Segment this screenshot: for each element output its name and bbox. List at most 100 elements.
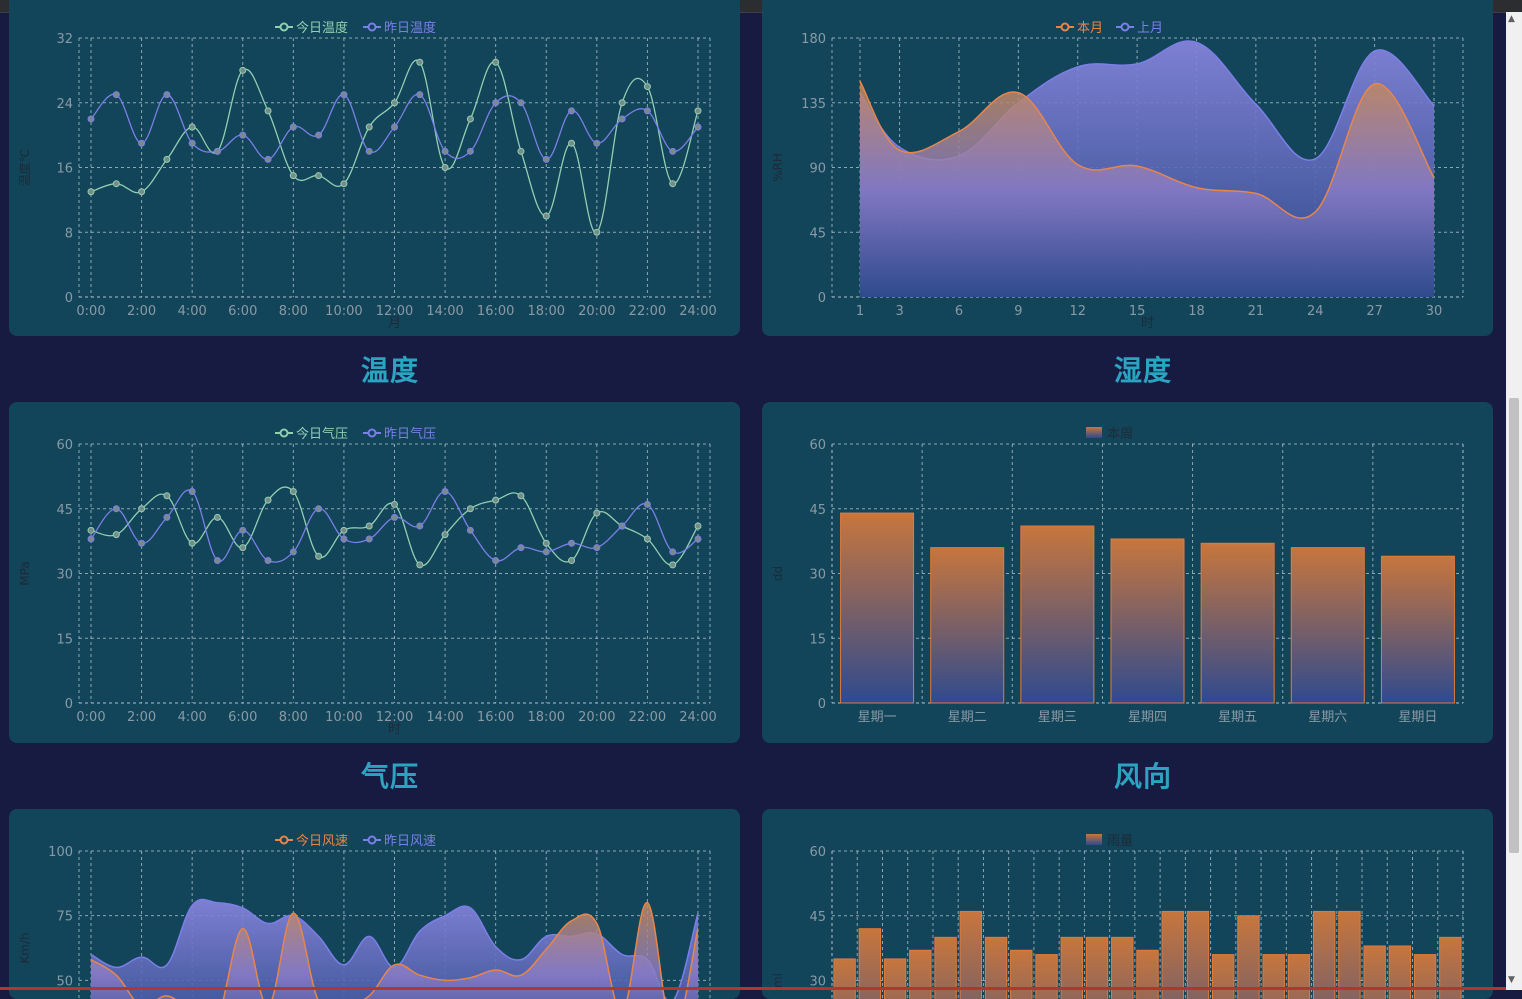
bar bbox=[1388, 945, 1412, 999]
legend-label: 今日温度 bbox=[296, 20, 348, 36]
bar bbox=[833, 958, 856, 999]
scroll-down-arrow-icon[interactable]: ▼ bbox=[1508, 975, 1515, 985]
data-point bbox=[593, 228, 601, 236]
scrollbar-thumb[interactable] bbox=[1509, 398, 1519, 853]
y-tick-label: 16 bbox=[56, 162, 73, 177]
y-tick-label: 30 bbox=[56, 568, 73, 583]
y-tick-label: 30 bbox=[809, 975, 826, 990]
humidity-chart: 0 45 90 135 180 %RH 1 3 6 9 12 15 18 21 24 27 30 时 本月 上月 bbox=[771, 21, 1464, 331]
data-point bbox=[365, 123, 373, 131]
wind-speed-chart: 50 75 100 Km/h 今日风速 昨日风速 bbox=[18, 833, 711, 999]
bar bbox=[858, 928, 882, 999]
data-point bbox=[568, 139, 576, 147]
legend-marker bbox=[279, 835, 289, 845]
data-point bbox=[593, 509, 601, 517]
x-tick-label: 16:00 bbox=[477, 710, 514, 725]
data-point bbox=[112, 180, 120, 188]
data-point bbox=[568, 539, 576, 547]
x-tick-label: 24:00 bbox=[679, 710, 716, 725]
x-tick-label: 星期六 bbox=[1308, 710, 1347, 725]
data-point bbox=[315, 552, 323, 560]
scroll-up-arrow-icon[interactable]: ▲ bbox=[1508, 14, 1515, 24]
legend-label: 昨日风速 bbox=[384, 834, 436, 849]
x-tick-label: 16:00 bbox=[477, 304, 514, 319]
y-tick-label: 30 bbox=[809, 568, 826, 583]
x-tick-label: 10:00 bbox=[325, 710, 362, 725]
legend-label: 上月 bbox=[1137, 21, 1163, 36]
wind-direction-chart-panel: 0 15 30 45 60 dd 星期一 星期二 星期三 星期四 星期五 星期六 星期日 本周 bbox=[762, 402, 1493, 743]
legend-marker bbox=[367, 835, 377, 845]
data-point bbox=[365, 147, 373, 155]
data-point bbox=[264, 496, 272, 504]
y-tick-label: 100 bbox=[48, 845, 73, 860]
x-tick-label: 6 bbox=[955, 304, 963, 319]
data-point bbox=[466, 147, 474, 155]
data-point bbox=[112, 531, 120, 539]
data-point bbox=[289, 123, 297, 131]
legend-marker bbox=[1060, 22, 1070, 32]
x-tick-label: 0:00 bbox=[76, 710, 105, 725]
data-point bbox=[643, 500, 651, 508]
data-point bbox=[517, 147, 525, 155]
data-point bbox=[669, 180, 677, 188]
bar bbox=[1363, 945, 1386, 999]
bar bbox=[1110, 538, 1185, 704]
legend-label: 昨日气压 bbox=[384, 426, 436, 442]
x-tick-label: 24:00 bbox=[679, 304, 716, 319]
legend-label: 雨量 bbox=[1107, 834, 1133, 849]
data-point bbox=[163, 492, 171, 500]
y-tick-label: 60 bbox=[809, 845, 826, 860]
y-tick-label: 45 bbox=[809, 910, 826, 925]
x-tick-label: 星期二 bbox=[948, 710, 987, 725]
y-tick-label: 0 bbox=[818, 697, 826, 712]
x-tick-label: 0:00 bbox=[76, 304, 105, 319]
series-area-current bbox=[860, 81, 1434, 297]
data-point bbox=[669, 548, 677, 556]
x-tick-label: 20:00 bbox=[578, 304, 615, 319]
data-point bbox=[593, 139, 601, 147]
data-point bbox=[188, 139, 196, 147]
data-point bbox=[643, 107, 651, 115]
bar bbox=[1136, 949, 1159, 999]
bar bbox=[1380, 555, 1455, 704]
data-point bbox=[112, 505, 120, 513]
data-point bbox=[340, 526, 348, 534]
data-point bbox=[492, 557, 500, 565]
data-point bbox=[416, 561, 424, 569]
y-tick-label: 15 bbox=[56, 632, 73, 647]
data-point bbox=[669, 561, 677, 569]
bar bbox=[1290, 547, 1365, 704]
data-point bbox=[517, 99, 525, 107]
data-point bbox=[188, 487, 196, 495]
x-tick-label: 30 bbox=[1426, 304, 1443, 319]
x-tick-label: 27 bbox=[1366, 304, 1383, 319]
x-tick-label: 3 bbox=[895, 304, 903, 319]
data-point bbox=[340, 180, 348, 188]
legend-swatch bbox=[1086, 834, 1102, 845]
y-tick-label: 0 bbox=[65, 697, 73, 712]
legend-marker bbox=[367, 428, 377, 438]
data-point bbox=[694, 522, 702, 530]
y-axis-label: %RH bbox=[771, 153, 785, 182]
bar bbox=[1020, 525, 1095, 704]
wind-direction-title: 风向 bbox=[1113, 760, 1172, 793]
data-point bbox=[492, 99, 500, 107]
legend-swatch bbox=[1086, 427, 1102, 438]
x-tick-label: 14:00 bbox=[426, 710, 463, 725]
x-tick-label: 6:00 bbox=[228, 304, 257, 319]
y-tick-label: 32 bbox=[56, 32, 73, 47]
temperature-chart: 0 8 16 24 32 温度℃ 0:00 2:00 4:00 6:00 8:00 10:00 12:0… bbox=[17, 20, 717, 331]
data-point bbox=[618, 522, 626, 530]
data-point bbox=[112, 91, 120, 99]
bar bbox=[934, 936, 957, 999]
bar bbox=[1085, 936, 1109, 999]
x-tick-label: 21 bbox=[1248, 304, 1265, 319]
data-point bbox=[138, 539, 146, 547]
y-axis-label: dd bbox=[771, 566, 785, 581]
y-tick-label: 180 bbox=[801, 32, 826, 47]
data-point bbox=[542, 155, 550, 163]
data-point bbox=[163, 513, 171, 521]
x-tick-label: 星期四 bbox=[1128, 710, 1167, 725]
bar bbox=[1287, 954, 1311, 999]
wind-direction-chart: 0 15 30 45 60 dd 星期一 星期二 星期三 星期四 星期五 星期六 星期日 本周 bbox=[771, 427, 1464, 725]
